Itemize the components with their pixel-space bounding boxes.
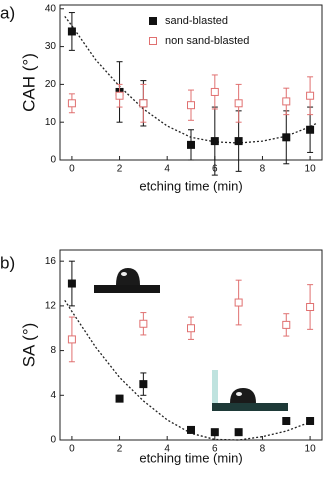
droplet-inset-1 bbox=[94, 268, 160, 293]
x-axis-title: etching time (min) bbox=[139, 178, 242, 193]
y-tick-label: 4 bbox=[50, 390, 56, 401]
x-tick-label: 2 bbox=[117, 444, 123, 455]
data-point bbox=[187, 101, 195, 110]
data-point bbox=[67, 279, 76, 288]
x-tick-label: 0 bbox=[69, 164, 75, 175]
data-point bbox=[234, 99, 243, 108]
data-point bbox=[139, 319, 148, 328]
data-point bbox=[115, 394, 124, 403]
fit-curve bbox=[64, 299, 311, 441]
y-tick-label: 12 bbox=[45, 301, 57, 312]
y-tick-label: 8 bbox=[50, 345, 56, 356]
panel-label: b) bbox=[0, 253, 15, 272]
y-tick-label: 0 bbox=[50, 155, 56, 166]
data-point bbox=[67, 27, 76, 36]
legend-marker bbox=[149, 17, 157, 25]
droplet-inset-2 bbox=[212, 370, 288, 411]
legend-marker bbox=[149, 37, 157, 45]
data-point bbox=[306, 303, 315, 311]
data-point bbox=[234, 298, 243, 307]
y-tick-label: 40 bbox=[45, 3, 57, 14]
y-tick-label: 10 bbox=[45, 117, 57, 128]
data-point bbox=[234, 137, 243, 146]
x-tick-label: 10 bbox=[305, 164, 317, 175]
x-tick-label: 2 bbox=[117, 164, 123, 175]
data-point bbox=[234, 428, 243, 437]
legend-label: sand-blasted bbox=[165, 15, 228, 27]
data-point bbox=[306, 91, 315, 100]
y-axis-title: SA (°) bbox=[19, 323, 38, 368]
x-tick-label: 4 bbox=[164, 164, 170, 175]
data-point bbox=[306, 125, 315, 134]
data-point bbox=[210, 428, 219, 437]
data-point bbox=[139, 380, 148, 389]
data-point bbox=[67, 99, 76, 108]
y-tick-label: 0 bbox=[50, 435, 56, 446]
data-point bbox=[282, 97, 291, 106]
x-axis-title: etching time (min) bbox=[139, 450, 242, 465]
data-point bbox=[67, 335, 76, 344]
data-point bbox=[210, 137, 219, 146]
x-tick-label: 6 bbox=[212, 444, 218, 455]
data-point bbox=[210, 87, 219, 96]
y-tick-label: 20 bbox=[45, 79, 57, 90]
legend-label: non sand-blasted bbox=[165, 35, 249, 47]
data-point bbox=[187, 425, 195, 434]
data-point bbox=[282, 417, 291, 425]
y-tick-label: 30 bbox=[45, 41, 57, 52]
data-point bbox=[306, 417, 315, 425]
x-tick-label: 4 bbox=[164, 444, 170, 455]
x-tick-label: 8 bbox=[260, 444, 266, 455]
plot-frame bbox=[59, 249, 323, 441]
panel-label: a) bbox=[0, 3, 15, 22]
data-point bbox=[282, 133, 291, 142]
x-tick-label: 10 bbox=[305, 444, 317, 455]
data-point bbox=[282, 320, 291, 329]
x-tick-label: 0 bbox=[69, 444, 75, 455]
data-point bbox=[115, 91, 124, 100]
data-point bbox=[187, 140, 195, 149]
y-tick-label: 16 bbox=[45, 256, 57, 267]
data-point bbox=[187, 324, 195, 333]
x-tick-label: 8 bbox=[260, 164, 266, 175]
data-point bbox=[139, 99, 148, 108]
y-axis-title: CAH (°) bbox=[19, 53, 38, 112]
